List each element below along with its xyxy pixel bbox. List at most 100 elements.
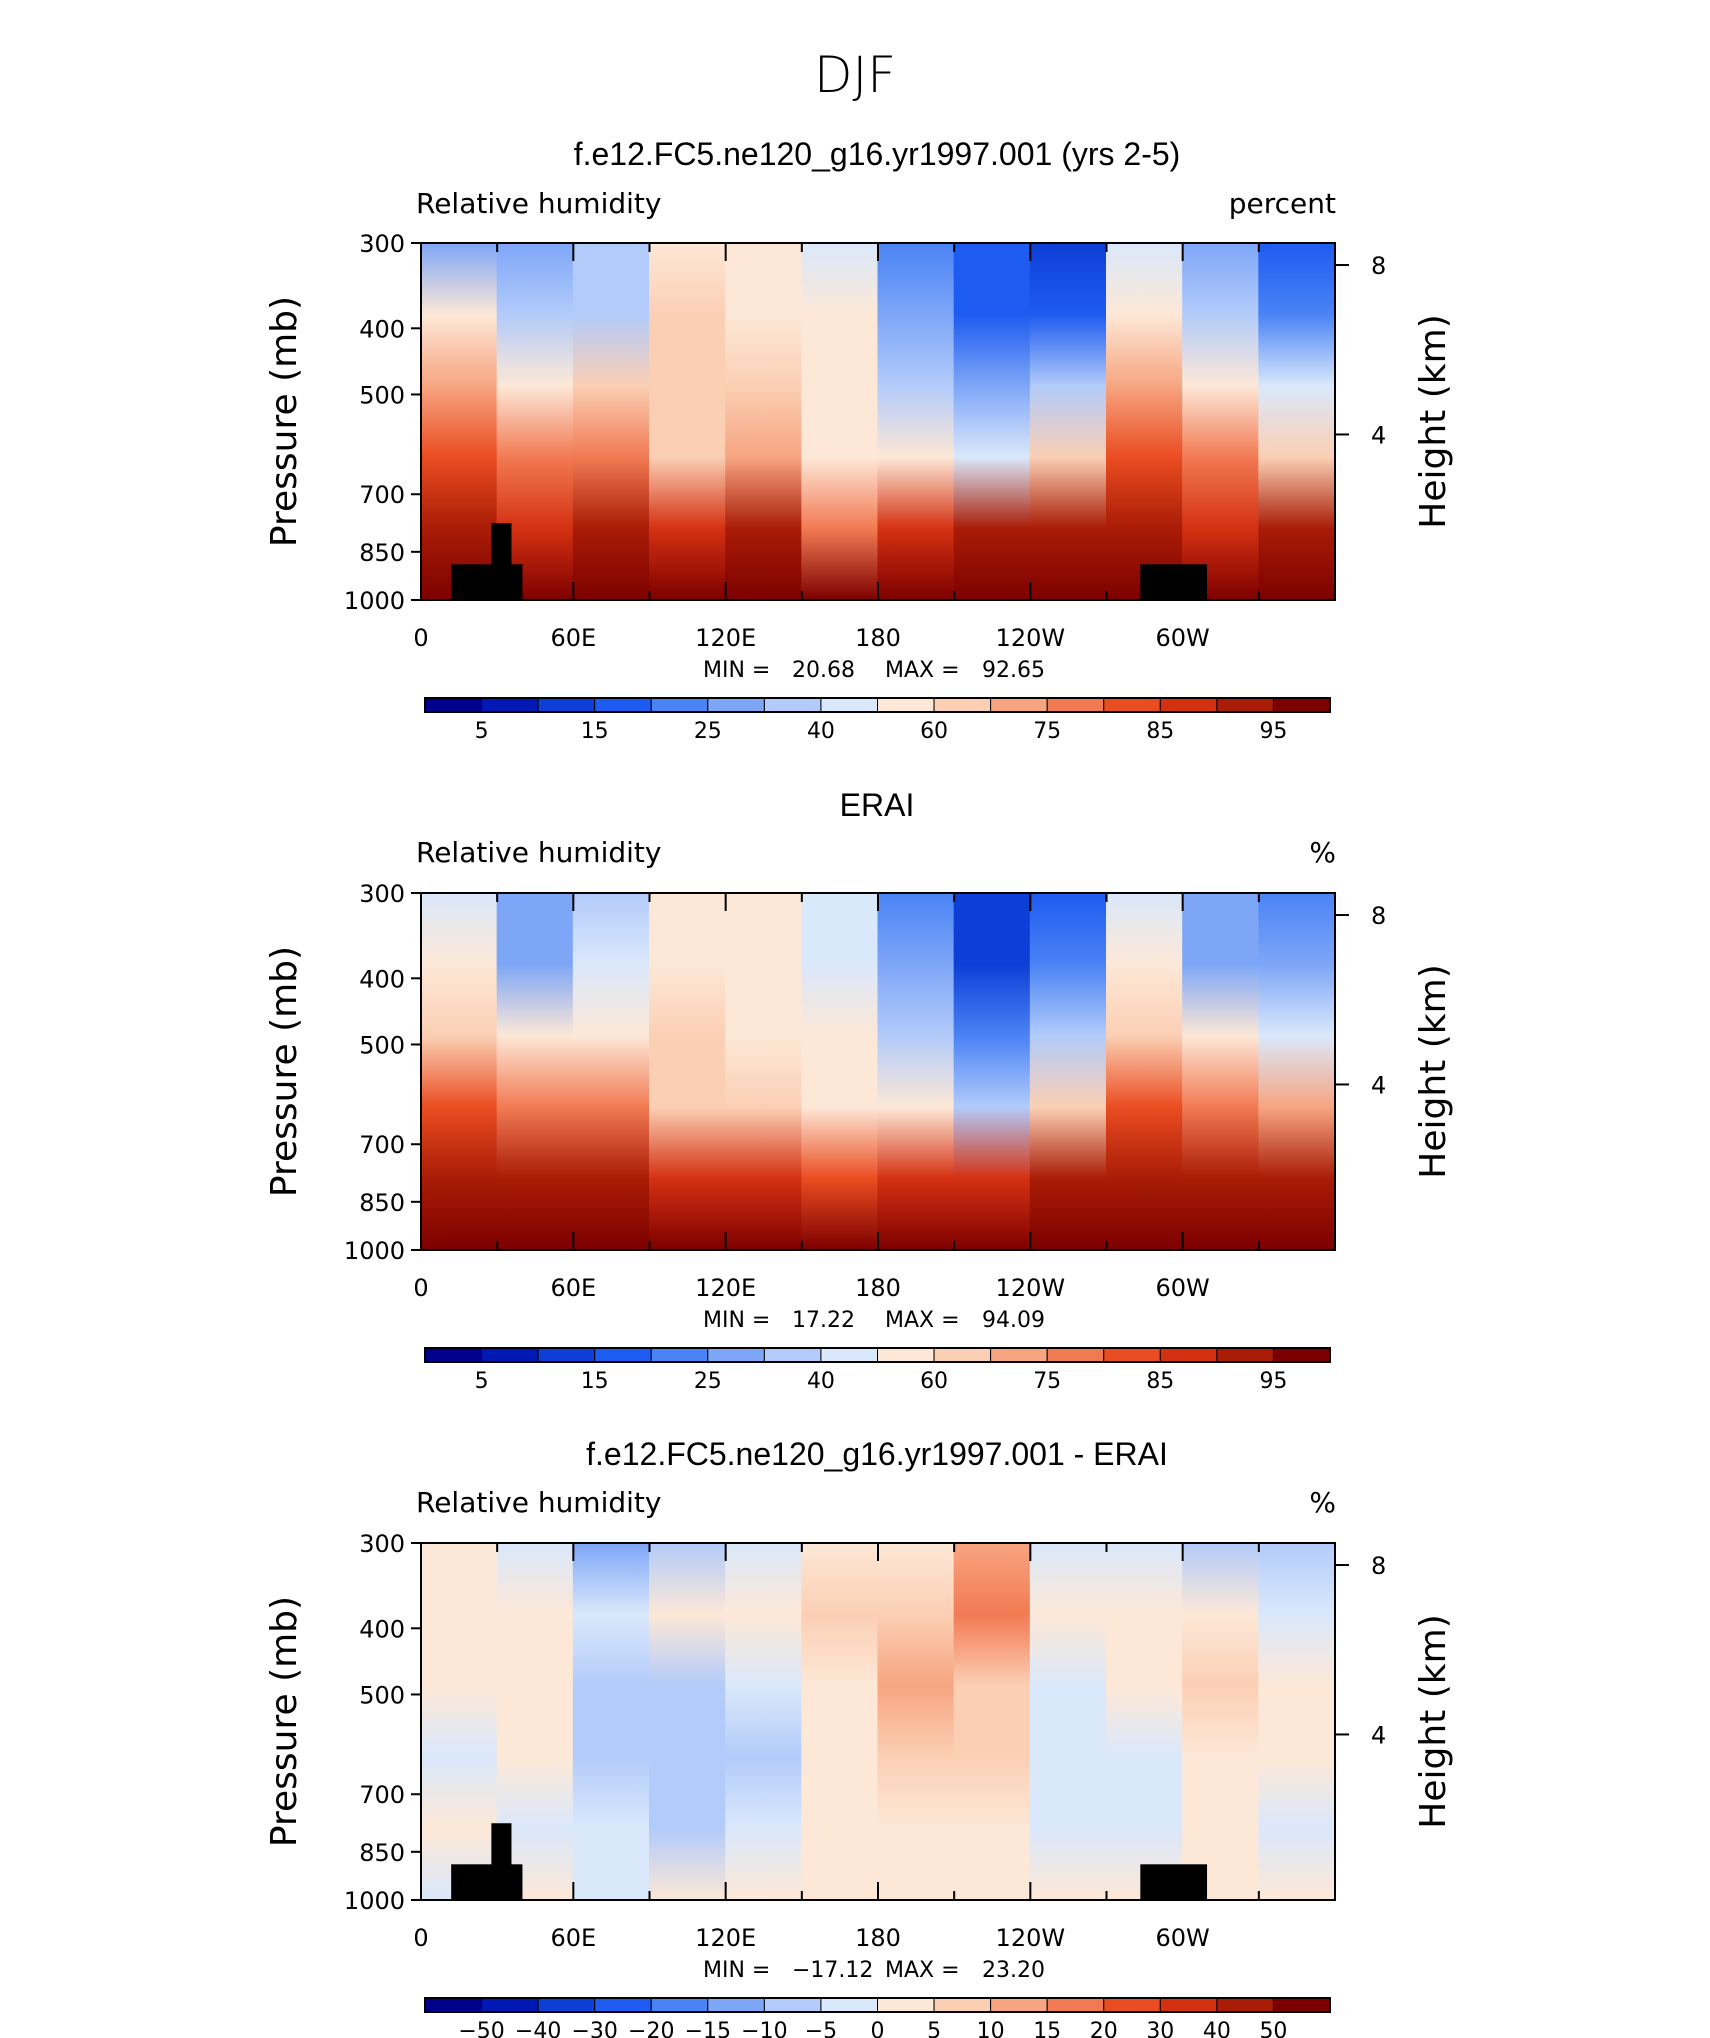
contour-band	[1182, 243, 1260, 600]
colorbar-swatch	[707, 697, 765, 713]
panel-2: ERAI Relative humidity % 0 60E 120E 180 120W 60W…	[264, 787, 1454, 1394]
x-tick-label: 120W	[996, 1924, 1066, 1952]
max-label: MAX =	[885, 658, 960, 683]
terrain-peak	[491, 523, 512, 570]
contour-band	[877, 893, 955, 1250]
colorbar-swatch	[1159, 1997, 1218, 2013]
colorbar-label: 60	[920, 719, 948, 744]
height-tick-label: 8	[1371, 252, 1386, 280]
height-axis-title: Height (km)	[1413, 314, 1454, 528]
x-tick-label: 60E	[550, 1924, 596, 1952]
colorbar-label: 40	[807, 1369, 835, 1394]
contour-band	[725, 893, 803, 1250]
colorbar-swatch	[1103, 697, 1161, 713]
x-tick-label: 0	[413, 1924, 428, 1952]
contour-band	[953, 1543, 1031, 1900]
colorbar-swatch	[1046, 1997, 1105, 2013]
y-tick-label: 1000	[344, 587, 405, 615]
colorbar-swatch	[537, 1347, 596, 1363]
contour-band	[1106, 1543, 1184, 1900]
colorbar-swatch	[594, 697, 652, 713]
colorbar-label: 15	[581, 719, 609, 744]
y-tick-label: 400	[359, 315, 405, 343]
colorbar-swatch	[877, 697, 935, 713]
colorbar-label: −40	[515, 2019, 561, 2038]
contour-band	[421, 893, 498, 1250]
x-tick-label: 120E	[695, 1924, 756, 1952]
colorbar-swatch	[650, 1997, 709, 2013]
x-tick-label: 0	[413, 624, 428, 652]
colorbar-swatch	[990, 1997, 1048, 2013]
colorbar-label: 5	[475, 1369, 489, 1394]
colorbar-label: 85	[1146, 719, 1174, 744]
colorbar-swatch	[481, 1347, 539, 1363]
colorbar-label: −20	[628, 2019, 674, 2038]
colorbar-label: 50	[1259, 2019, 1287, 2038]
contour-band	[801, 1543, 879, 1900]
max-value: 94.09	[982, 1308, 1045, 1333]
y-tick-label: 850	[359, 539, 405, 567]
panel-units-label: %	[1309, 1486, 1336, 1519]
colorbar-label: 85	[1146, 1369, 1174, 1394]
contour-band	[725, 1543, 803, 1900]
colorbar-swatch	[990, 1347, 1048, 1363]
height-axis-title: Height (km)	[1413, 964, 1454, 1178]
x-tick-label: 180	[855, 1924, 901, 1952]
panel-variable-label: Relative humidity	[416, 1486, 661, 1519]
colorbar-swatch	[424, 697, 483, 713]
colorbar-swatch	[1272, 697, 1331, 713]
colorbar: 5 15 25 40 60 75 85 95	[424, 697, 1331, 744]
colorbar-swatch	[820, 1997, 878, 2013]
min-label: MIN =	[703, 658, 770, 683]
contour-band	[1258, 1543, 1335, 1900]
contour-field	[421, 243, 1335, 600]
colorbar-swatch	[933, 1347, 992, 1363]
y-tick-label: 300	[359, 880, 405, 908]
height-axis-title: Height (km)	[1413, 1614, 1454, 1828]
contour-band	[496, 893, 574, 1250]
colorbar-label: 75	[1033, 1369, 1061, 1394]
colorbar-label: 30	[1146, 2019, 1174, 2038]
colorbar-label: 25	[694, 719, 722, 744]
y-tick-label: 850	[359, 1839, 405, 1867]
colorbar-swatch	[877, 1347, 935, 1363]
min-value: 20.68	[792, 658, 855, 683]
colorbar-label: −15	[685, 2019, 731, 2038]
colorbar-label: 20	[1090, 2019, 1118, 2038]
colorbar-frame	[424, 1347, 1331, 1363]
contour-band	[649, 1543, 727, 1900]
contour-band	[421, 243, 498, 600]
colorbar-label: −50	[458, 2019, 504, 2038]
colorbar-swatch	[763, 1347, 822, 1363]
colorbar-swatch	[1272, 1347, 1331, 1363]
panel-title: f.e12.FC5.ne120_g16.yr1997.001 - ERAI	[586, 1436, 1168, 1472]
contour-band	[1029, 1543, 1107, 1900]
contour-band	[572, 243, 650, 600]
colorbar-label: 25	[694, 1369, 722, 1394]
colorbar-label: −30	[571, 2019, 617, 2038]
colorbar-swatch	[481, 1997, 539, 2013]
colorbar-swatch	[481, 697, 539, 713]
colorbar-frame	[424, 697, 1331, 713]
x-tick-label: 60E	[550, 1274, 596, 1302]
panel-variable-label: Relative humidity	[416, 836, 661, 869]
x-tick-label: 0	[413, 1274, 428, 1302]
y-tick-label: 700	[359, 481, 405, 509]
x-tick-label: 120W	[996, 1274, 1066, 1302]
contour-band	[1106, 893, 1184, 1250]
colorbar-swatch	[537, 697, 596, 713]
panel-1: f.e12.FC5.ne120_g16.yr1997.001 (yrs 2-5)…	[264, 136, 1454, 744]
contour-band	[953, 243, 1031, 600]
colorbar-label: 75	[1033, 719, 1061, 744]
colorbar-swatch	[933, 697, 992, 713]
colorbar-swatch	[650, 697, 709, 713]
colorbar-label: 40	[1203, 2019, 1231, 2038]
y-tick-label: 1000	[344, 1887, 405, 1915]
contour-band	[877, 243, 955, 600]
min-label: MIN =	[703, 1308, 770, 1333]
colorbar-swatch	[1272, 1997, 1331, 2013]
terrain-block	[451, 1864, 523, 1900]
colorbar-label: 95	[1259, 1369, 1287, 1394]
colorbar-swatch	[594, 1997, 652, 2013]
